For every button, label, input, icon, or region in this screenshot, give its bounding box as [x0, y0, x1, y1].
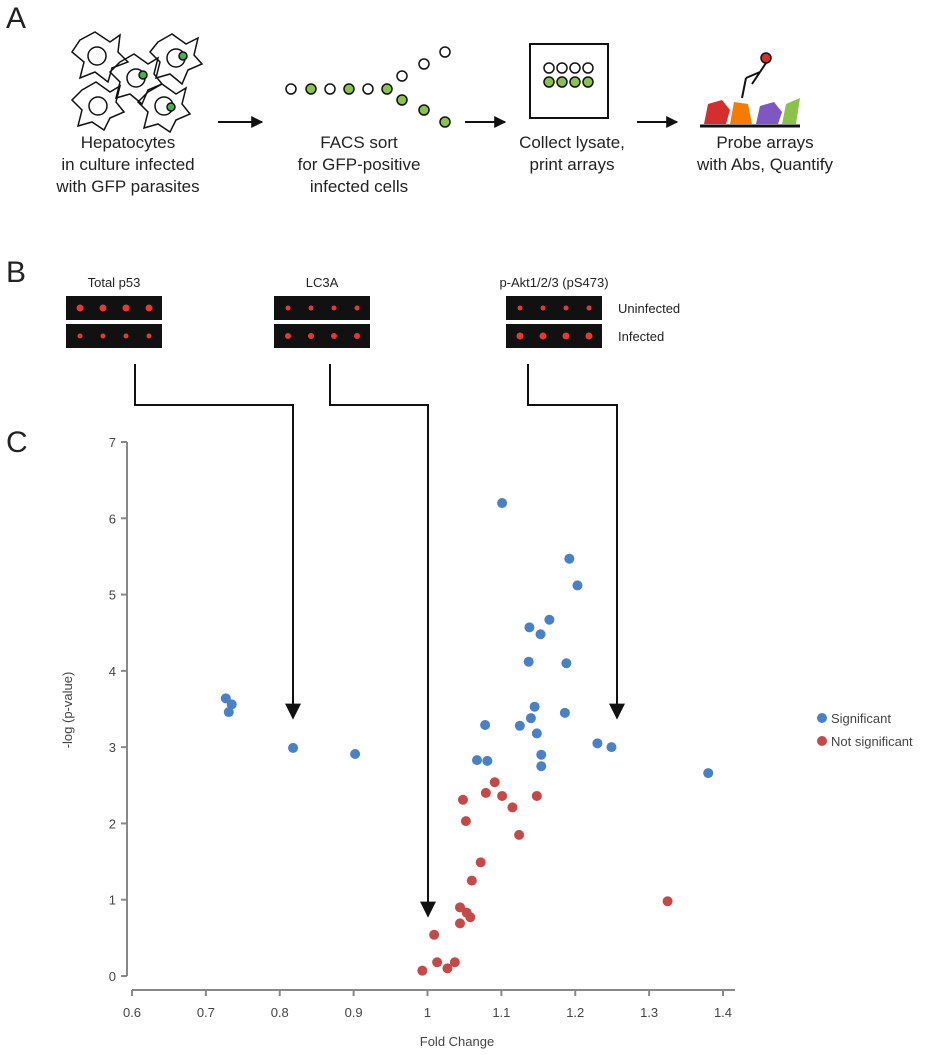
step-label: Hepatocytes [81, 133, 176, 152]
step-label: for GFP-positive [298, 155, 421, 174]
data-point [564, 553, 575, 564]
step-label: Collect lysate, [519, 133, 625, 152]
data-point [514, 829, 525, 840]
y-tick-label: 6 [109, 511, 116, 526]
y-tick-label: 5 [109, 588, 116, 603]
data-point [489, 777, 500, 788]
data-point [536, 761, 547, 772]
data-point [288, 742, 299, 753]
legend-marker [817, 736, 827, 746]
y-tick-label: 1 [109, 893, 116, 908]
y-axis-title: -log (p-value) [60, 672, 75, 749]
y-tick-label: 3 [109, 740, 116, 755]
x-tick-label: 1.3 [640, 1005, 658, 1020]
blot-title: p-Akt1/2/3 (pS473) [499, 275, 608, 290]
y-tick-label: 0 [109, 969, 116, 984]
data-point [536, 749, 547, 760]
data-point [535, 629, 546, 640]
x-axis-title: Fold Change [420, 1034, 494, 1049]
step-label: print arrays [529, 155, 614, 174]
y-tick-label: 7 [109, 435, 116, 450]
data-point [497, 498, 508, 509]
blot-image [66, 296, 602, 348]
facs-icon [285, 46, 451, 128]
step-label: with Abs, Quantify [696, 155, 834, 174]
data-point [350, 749, 361, 760]
x-tick-label: 0.6 [123, 1005, 141, 1020]
connector-arrow [134, 364, 625, 918]
data-point [480, 787, 491, 798]
data-point [592, 738, 603, 749]
step-label: in culture infected [61, 155, 194, 174]
x-tick-label: 0.9 [345, 1005, 363, 1020]
panel-label: C [6, 426, 28, 459]
panel-label: A [6, 2, 26, 35]
data-point [524, 622, 535, 633]
step-label: FACS sort [320, 133, 398, 152]
data-point [523, 656, 534, 667]
data-point [559, 707, 570, 718]
legend-label: Significant [831, 711, 891, 726]
data-point [482, 755, 493, 766]
data-point [471, 755, 482, 766]
data-point [466, 875, 477, 886]
data-point [606, 742, 617, 753]
data-point [572, 580, 583, 591]
step-label: Probe arrays [716, 133, 813, 152]
data-point [455, 902, 466, 913]
data-point [432, 957, 443, 968]
data-point [514, 720, 525, 731]
data-point [525, 713, 536, 724]
data-point [703, 768, 714, 779]
x-tick-label: 1.1 [492, 1005, 510, 1020]
step-label: with GFP parasites [55, 177, 199, 196]
cells-icon [70, 31, 204, 134]
data-point [465, 912, 476, 923]
data-point [460, 816, 471, 827]
legend-label: Not significant [831, 734, 913, 749]
row-label: Infected [618, 329, 664, 344]
blot-title: Total p53 [88, 275, 141, 290]
data-point [417, 965, 428, 976]
data-point [544, 614, 555, 625]
data-point [475, 857, 486, 868]
y-tick-label: 4 [109, 664, 116, 679]
data-point [507, 802, 518, 813]
blot-title: LC3A [306, 275, 339, 290]
data-point [529, 701, 540, 712]
x-tick-label: 1.2 [566, 1005, 584, 1020]
data-point [223, 707, 234, 718]
x-tick-label: 0.8 [271, 1005, 289, 1020]
antibody-icon [700, 52, 800, 128]
row-label: Uninfected [618, 301, 680, 316]
x-tick-label: 1.4 [714, 1005, 732, 1020]
step-label: infected cells [310, 177, 408, 196]
data-point [442, 963, 453, 974]
data-point [449, 957, 460, 968]
array-icon [529, 43, 609, 119]
panel-label: B [6, 256, 26, 289]
data-point [480, 720, 491, 731]
data-point [429, 929, 440, 940]
x-tick-label: 1 [424, 1005, 431, 1020]
data-point [226, 699, 237, 710]
legend-marker [817, 713, 827, 723]
data-point [457, 794, 468, 805]
x-tick-label: 0.7 [197, 1005, 215, 1020]
data-point [531, 728, 542, 739]
y-tick-label: 2 [109, 816, 116, 831]
data-point [455, 918, 466, 929]
data-point [662, 896, 673, 907]
data-point [531, 790, 542, 801]
data-point [561, 658, 572, 669]
data-point [497, 790, 508, 801]
